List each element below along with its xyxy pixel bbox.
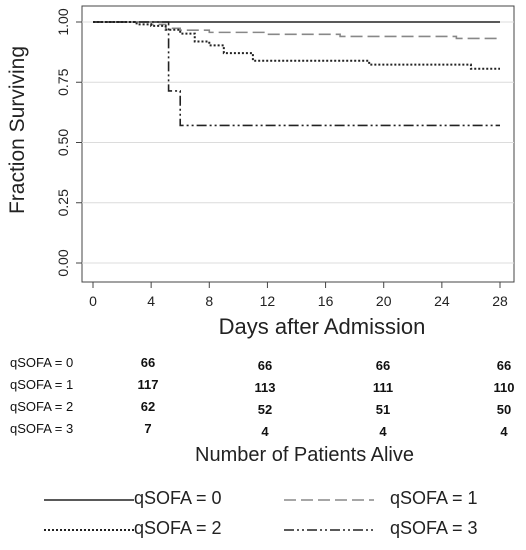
plot-area (81, 5, 515, 283)
risk-cell: 50 (496, 402, 512, 417)
x-tick-label: 0 (89, 293, 97, 309)
risk-table-title: Number of Patients Alive (195, 444, 414, 466)
y-tick-label: 0.75 (55, 68, 71, 95)
risk-cell: 51 (375, 402, 391, 417)
x-axis: 0 4 8 12 16 20 24 28 (89, 282, 508, 309)
x-tick-label: 8 (205, 293, 213, 309)
series-line-qsofa-2 (93, 21, 500, 70)
y-tick-label: 0.50 (55, 129, 71, 156)
risk-cell: 66 (496, 358, 512, 373)
risk-cell: 4 (500, 424, 508, 439)
y-axis-title: Fraction Surviving (6, 46, 29, 214)
risk-cell: 113 (254, 380, 276, 395)
legend-label: qSOFA = 3 (390, 518, 478, 538)
survival-chart: 0.00 0.25 0.50 0.75 1.00 0 4 8 12 16 20 24 28 Fract… (6, 5, 515, 339)
risk-cell: 111 (372, 380, 394, 395)
risk-row-label: qSOFA = 3 (10, 421, 74, 436)
y-tick-label: 0.25 (55, 189, 71, 216)
x-axis-title: Days after Admission (219, 314, 426, 339)
x-tick-label: 28 (492, 293, 508, 309)
legend-swatch (284, 499, 374, 501)
risk-row-label: qSOFA = 1 (10, 377, 74, 392)
x-tick-label: 20 (376, 293, 392, 309)
risk-cell: 4 (379, 424, 387, 439)
legend-swatch (44, 529, 134, 531)
legend-label: qSOFA = 2 (134, 518, 222, 538)
legend-label: qSOFA = 1 (390, 488, 478, 508)
risk-cell: 7 (144, 421, 152, 436)
risk-cell: 52 (257, 402, 273, 417)
legend-swatch (44, 499, 134, 501)
risk-cell: 117 (137, 377, 159, 392)
x-tick-label: 24 (434, 293, 450, 309)
y-tick-label: 0.00 (55, 249, 71, 276)
risk-cell: 62 (140, 399, 156, 414)
risk-row-label: qSOFA = 0 (10, 355, 74, 370)
y-tick-label: 1.00 (55, 8, 71, 35)
series-line-qsofa-1 (93, 21, 500, 40)
risk-table: qSOFA = 0 66 66 66 66 qSOFA = 1 117 113 111 110 qS… (0, 352, 526, 442)
x-tick-label: 12 (260, 293, 276, 309)
legend-swatch (284, 529, 374, 531)
risk-cell: 4 (261, 424, 269, 439)
risk-cell: 66 (140, 355, 156, 370)
x-tick-label: 4 (147, 293, 155, 309)
y-axis: 0.00 0.25 0.50 0.75 1.00 (55, 8, 82, 277)
x-tick-label: 16 (318, 293, 334, 309)
risk-cell: 66 (375, 358, 391, 373)
legend-label: qSOFA = 0 (134, 488, 222, 508)
series-line-qsofa-3 (93, 21, 500, 127)
risk-row-label: qSOFA = 2 (10, 399, 74, 414)
risk-cell: 66 (257, 358, 273, 373)
series-lines (93, 21, 500, 127)
risk-cell: 110 (493, 380, 515, 395)
